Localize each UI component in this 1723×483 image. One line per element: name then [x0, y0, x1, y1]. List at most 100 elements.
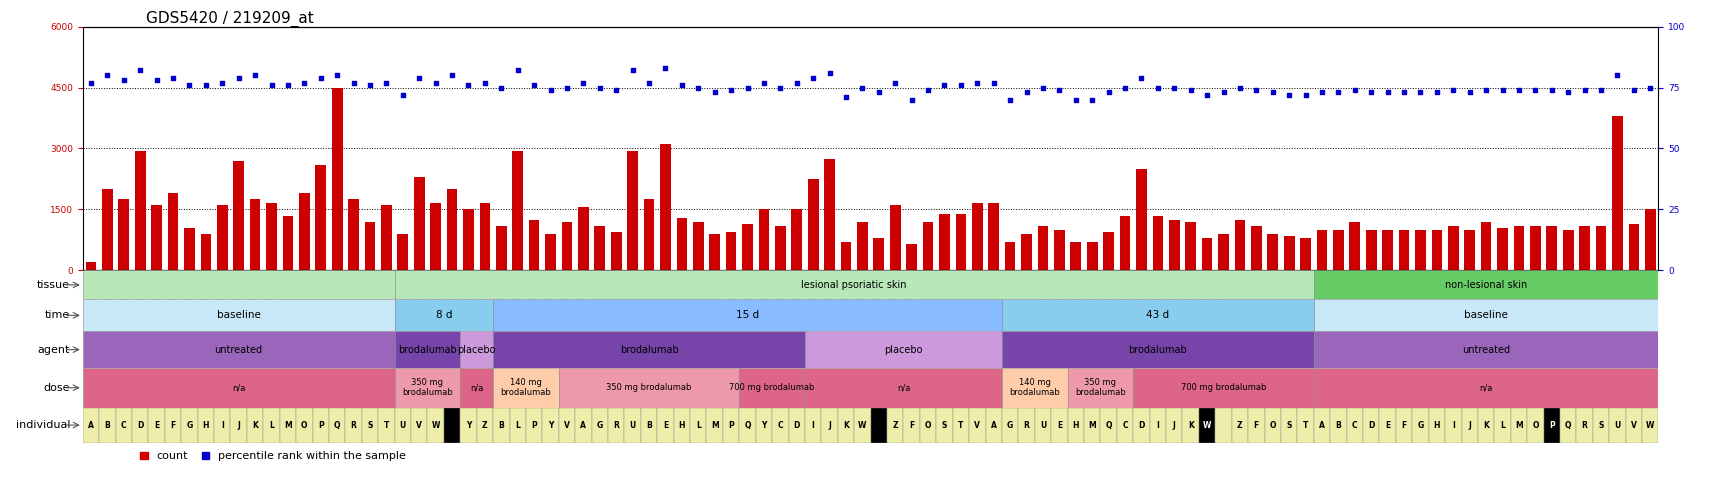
- Bar: [775, 226, 786, 270]
- Text: J: J: [1468, 421, 1470, 429]
- Point: [1406, 88, 1434, 96]
- Bar: [627, 151, 638, 270]
- Point: [126, 67, 153, 74]
- Bar: [1628, 224, 1639, 270]
- Bar: [265, 203, 277, 270]
- Point: [586, 84, 613, 91]
- Text: T: T: [384, 421, 389, 429]
- Bar: [1201, 238, 1211, 270]
- Bar: [348, 199, 358, 270]
- Text: U: U: [629, 421, 636, 429]
- Bar: [1463, 230, 1475, 270]
- Bar: [1218, 234, 1228, 270]
- Bar: [906, 244, 917, 270]
- Bar: [755, 408, 772, 442]
- Point: [684, 84, 712, 91]
- Text: H: H: [679, 421, 684, 429]
- Bar: [1165, 408, 1182, 442]
- Bar: [1020, 234, 1032, 270]
- Text: T: T: [1303, 421, 1308, 429]
- Bar: [298, 193, 310, 270]
- Bar: [1559, 408, 1575, 442]
- Bar: [1397, 230, 1409, 270]
- Bar: [377, 408, 395, 442]
- Point: [1489, 86, 1516, 94]
- Text: B: B: [105, 421, 110, 429]
- Text: brodalumab: brodalumab: [619, 345, 679, 355]
- Text: brodalumab: brodalumab: [1129, 345, 1187, 355]
- Text: non-lesional skin: non-lesional skin: [1444, 280, 1527, 290]
- Text: I: I: [812, 421, 815, 429]
- Bar: [610, 232, 622, 270]
- Text: F: F: [171, 421, 176, 429]
- Point: [357, 81, 384, 89]
- Text: K: K: [1482, 421, 1489, 429]
- Bar: [741, 224, 753, 270]
- Text: F: F: [1401, 421, 1406, 429]
- Point: [339, 79, 367, 86]
- Text: U: U: [1039, 421, 1046, 429]
- Point: [898, 96, 925, 103]
- Text: baseline: baseline: [1463, 311, 1508, 320]
- Bar: [1332, 230, 1342, 270]
- Text: untreated: untreated: [214, 345, 262, 355]
- Bar: [543, 408, 558, 442]
- Point: [143, 76, 171, 84]
- Bar: [463, 210, 474, 270]
- Text: G: G: [1006, 421, 1013, 429]
- Text: time: time: [45, 311, 71, 320]
- Point: [470, 79, 498, 86]
- Bar: [148, 408, 165, 442]
- Point: [750, 79, 777, 86]
- Bar: [102, 189, 112, 270]
- Text: S: S: [1597, 421, 1602, 429]
- Point: [191, 81, 219, 89]
- Bar: [1494, 408, 1509, 442]
- Text: C: C: [1122, 421, 1127, 429]
- Point: [1421, 88, 1449, 96]
- Text: L: L: [269, 421, 274, 429]
- Bar: [820, 408, 837, 442]
- Point: [372, 79, 400, 86]
- Bar: [1346, 408, 1363, 442]
- Bar: [1085, 242, 1098, 270]
- Point: [946, 81, 973, 89]
- Bar: [1149, 408, 1165, 442]
- Point: [1456, 88, 1484, 96]
- Bar: [493, 408, 510, 442]
- Bar: [152, 205, 162, 270]
- Bar: [641, 408, 656, 442]
- Text: K: K: [252, 421, 258, 429]
- Bar: [83, 408, 100, 442]
- Text: lesional psoriatic skin: lesional psoriatic skin: [801, 280, 906, 290]
- Text: V: V: [563, 421, 570, 429]
- Text: A: A: [581, 421, 586, 429]
- Text: 140 mg
brodalumab: 140 mg brodalumab: [1008, 378, 1060, 398]
- Text: B: B: [646, 421, 651, 429]
- Point: [1061, 96, 1089, 103]
- Bar: [1265, 408, 1280, 442]
- Bar: [115, 408, 133, 442]
- Text: E: E: [662, 421, 669, 429]
- Bar: [787, 408, 805, 442]
- Bar: [1117, 408, 1132, 442]
- Bar: [887, 408, 903, 442]
- Text: A: A: [991, 421, 996, 429]
- Text: B: B: [498, 421, 503, 429]
- Bar: [674, 408, 689, 442]
- Bar: [1363, 408, 1378, 442]
- Bar: [246, 408, 264, 442]
- Point: [1389, 88, 1416, 96]
- Text: L: L: [696, 421, 700, 429]
- Bar: [870, 408, 887, 442]
- Text: M: M: [710, 421, 718, 429]
- Bar: [1640, 408, 1658, 442]
- Bar: [1611, 116, 1621, 270]
- Point: [601, 86, 629, 94]
- Text: V: V: [973, 421, 980, 429]
- Text: 350 mg
brodalumab: 350 mg brodalumab: [1075, 378, 1125, 398]
- Bar: [410, 408, 427, 442]
- Bar: [1575, 408, 1592, 442]
- Point: [634, 79, 662, 86]
- Bar: [1299, 238, 1309, 270]
